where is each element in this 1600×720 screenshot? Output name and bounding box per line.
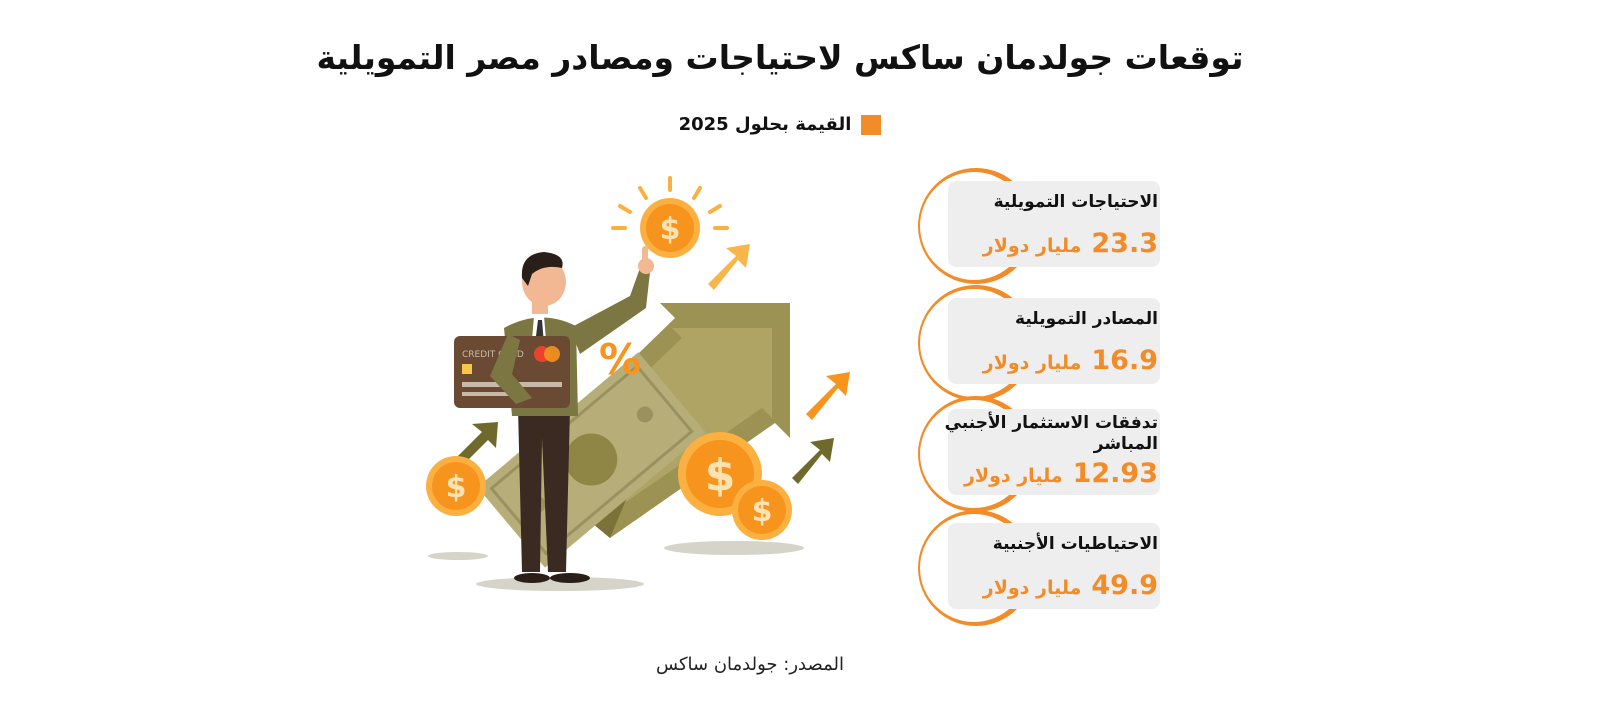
card-value: 23.3 bbox=[1091, 228, 1158, 259]
card-value: 12.93 bbox=[1072, 458, 1158, 489]
sun-coin-symbol: $ bbox=[660, 212, 681, 247]
sun-coin-icon: $ bbox=[611, 176, 729, 258]
coin-left-icon: $ bbox=[426, 456, 486, 516]
card-value-row: 23.3 مليار دولار bbox=[983, 228, 1158, 259]
coin-right-large-symbol: $ bbox=[705, 450, 736, 501]
legend: القيمة بحلول 2025 bbox=[0, 114, 1560, 135]
ground-shadow-right bbox=[664, 541, 804, 555]
ground-shadow-left bbox=[428, 552, 488, 560]
card-label: المصادر التمويلية bbox=[1015, 309, 1158, 329]
stat-card-fdi-flows: تدفقات الاستثمار الأجنبي المباشر 12.93 م… bbox=[918, 396, 1180, 512]
arrow-up-top-icon bbox=[708, 244, 750, 290]
legend-swatch bbox=[861, 114, 882, 135]
percent-icon: % bbox=[599, 335, 641, 384]
card-unit: مليار دولار bbox=[982, 352, 1082, 374]
stat-card-financing-needs: الاحتياجات التمويلية 23.3 مليار دولار bbox=[918, 168, 1180, 284]
card-value: 16.9 bbox=[1091, 345, 1158, 376]
card-unit: مليار دولار bbox=[982, 235, 1082, 257]
card-value: 49.9 bbox=[1091, 570, 1158, 601]
legend-label: القيمة بحلول 2025 bbox=[678, 114, 852, 135]
arrow-up-right-lower-icon bbox=[792, 438, 834, 484]
card-label: الاحتياجات التمويلية bbox=[993, 192, 1158, 212]
card-unit: مليار دولار bbox=[963, 465, 1063, 487]
card-value-row: 49.9 مليار دولار bbox=[983, 570, 1158, 601]
card-value-row: 16.9 مليار دولار bbox=[983, 345, 1158, 376]
coin-left-symbol: $ bbox=[446, 470, 467, 505]
card-label: الاحتياطيات الأجنبية bbox=[992, 534, 1158, 554]
card-body bbox=[948, 298, 1160, 384]
stat-card-foreign-reserves: الاحتياطيات الأجنبية 49.9 مليار دولار bbox=[918, 510, 1180, 626]
stat-card-financing-sources: المصادر التمويلية 16.9 مليار دولار bbox=[918, 285, 1180, 401]
credit-card-text: CREDIT CARD bbox=[462, 350, 524, 360]
finance-illustration: $ $ $ $ % bbox=[426, 176, 850, 591]
coin-right-small-icon: $ bbox=[732, 480, 792, 540]
card-unit: مليار دولار bbox=[982, 577, 1082, 599]
arrow-up-right-icon bbox=[806, 372, 850, 420]
card-body bbox=[948, 523, 1160, 609]
card-body bbox=[948, 409, 1160, 495]
page-title: توقعات جولدمان ساكس لاحتياجات ومصادر مصر… bbox=[316, 38, 1244, 77]
arrow-up-left-icon bbox=[456, 422, 498, 466]
source-note: المصدر: جولدمان ساكس bbox=[656, 654, 844, 675]
card-value-row: 12.93 مليار دولار bbox=[964, 458, 1158, 489]
coin-right-small-symbol: $ bbox=[752, 494, 773, 529]
card-label: تدفقات الاستثمار الأجنبي المباشر bbox=[944, 413, 1158, 454]
card-body bbox=[948, 181, 1160, 267]
